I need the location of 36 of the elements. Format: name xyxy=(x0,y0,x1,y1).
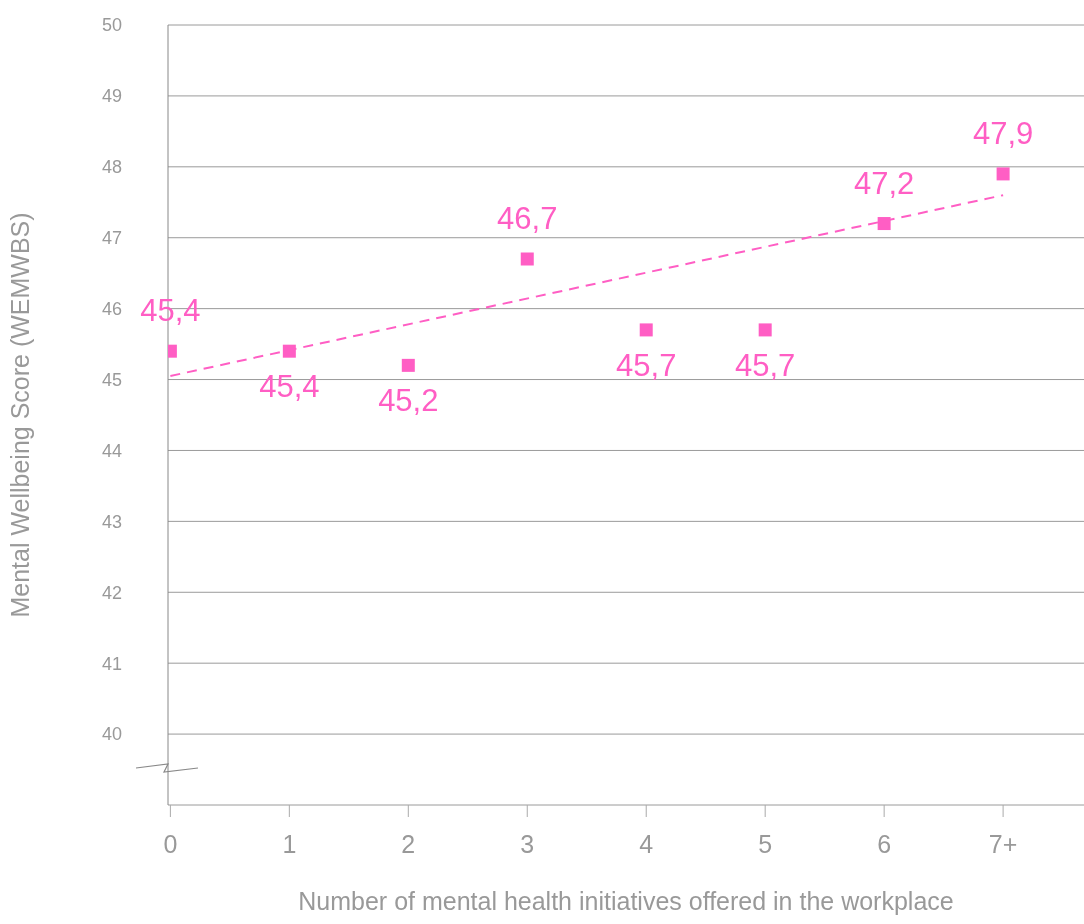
x-tick-label: 0 xyxy=(163,829,178,858)
x-tick-label: 2 xyxy=(401,829,416,858)
y-tick-label: 49 xyxy=(101,86,122,107)
x-axis-title: Number of mental health initiatives offered in the workplace xyxy=(298,887,954,915)
point xyxy=(877,217,891,231)
x-tick-label: 5 xyxy=(758,829,773,858)
y-tick-label: 40 xyxy=(101,724,122,745)
y-tick-label: 50 xyxy=(101,15,122,36)
data-label: 46,7 xyxy=(497,201,558,236)
data-label: 45,4 xyxy=(259,369,320,405)
y-tick-label: 42 xyxy=(101,582,122,603)
x-tick-label: 7+ xyxy=(988,829,1018,858)
data-label: 45,7 xyxy=(616,347,677,383)
data-label: 45,2 xyxy=(378,383,439,419)
x-tick-label: 3 xyxy=(520,829,535,858)
y-tick-label: 41 xyxy=(101,653,122,674)
point xyxy=(758,323,772,337)
y-axis-title: Mental Wellbeing Score (WEMWBS) xyxy=(5,212,34,618)
y-tick-label: 48 xyxy=(101,157,122,178)
point xyxy=(996,167,1010,181)
y-tick-label: 44 xyxy=(101,440,122,461)
point xyxy=(282,344,296,358)
y-tick-label: 47 xyxy=(101,228,122,249)
point xyxy=(520,252,534,266)
y-tick-label: 43 xyxy=(101,511,122,532)
data-label: 47,9 xyxy=(972,115,1034,151)
x-tick-label: 6 xyxy=(877,829,892,858)
point xyxy=(401,358,415,372)
x-tick-label: 4 xyxy=(639,829,654,858)
x-tick-label: 1 xyxy=(282,829,297,858)
point xyxy=(639,323,653,337)
y-tick-label: 45 xyxy=(101,369,122,390)
data-label: 45,7 xyxy=(735,347,796,383)
data-label: 45,4 xyxy=(140,293,201,329)
y-tick-label: 46 xyxy=(101,299,122,320)
data-label: 47,2 xyxy=(853,165,915,201)
